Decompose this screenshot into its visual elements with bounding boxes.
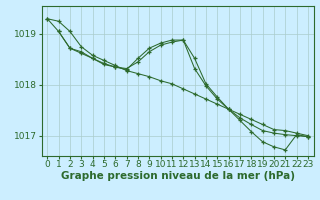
X-axis label: Graphe pression niveau de la mer (hPa): Graphe pression niveau de la mer (hPa)	[60, 171, 295, 181]
